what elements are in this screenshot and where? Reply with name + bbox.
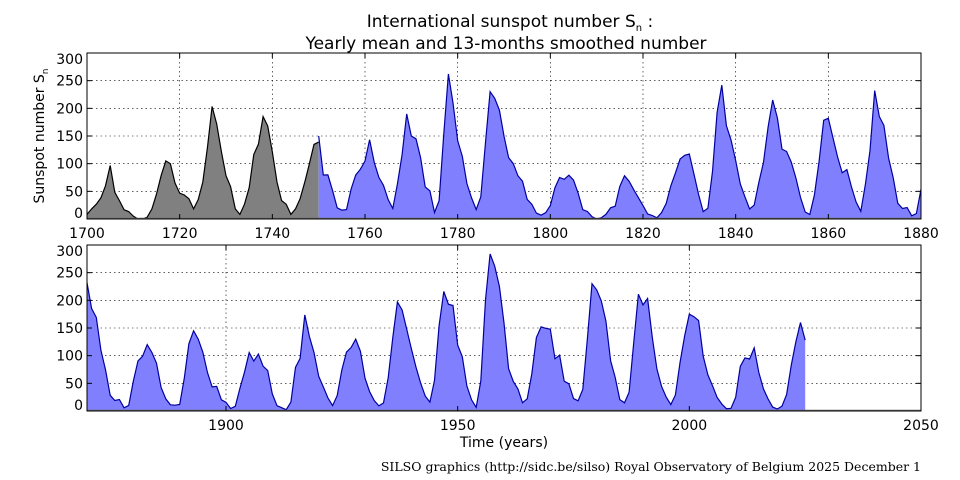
y-tick-label: 200 (56, 101, 83, 117)
y-tick-label: 100 (56, 349, 83, 365)
x-tick-label: 1840 (718, 226, 754, 242)
y-axis-label: Sunspot number Sn (32, 68, 51, 203)
y-tick-label: 200 (56, 293, 83, 309)
footer-credit: SILSO graphics (http://sidc.be/silso) Ro… (381, 459, 921, 474)
x-tick-label: 1760 (347, 226, 383, 242)
x-tick-label: 1800 (533, 226, 569, 242)
x-tick-label: 1880 (903, 226, 939, 242)
y-tick-label: 50 (65, 376, 83, 392)
series-area-yearly (87, 106, 319, 219)
x-tick-label: 2050 (903, 418, 939, 434)
y-tick-label: 300 (56, 52, 83, 68)
series-area-smoothed (318, 74, 921, 219)
chart-title-line1: International sunspot number Sn : (367, 12, 653, 34)
y-tick-label: 250 (56, 266, 83, 282)
x-tick-label: 1700 (69, 226, 105, 242)
x-tick-label: 1860 (811, 226, 847, 242)
y-tick-label: 0 (74, 206, 83, 222)
series-line-smoothed (87, 253, 806, 411)
x-tick-label: 1900 (208, 418, 244, 434)
y-tick-label: 300 (56, 244, 83, 260)
x-tick-label: 1780 (440, 226, 476, 242)
x-tick-label: 1820 (625, 226, 661, 242)
x-tick-label: 1720 (162, 226, 198, 242)
series-area-smoothed (87, 253, 806, 411)
x-tick-label: 1740 (255, 226, 291, 242)
y-tick-label: 150 (56, 321, 83, 337)
y-tick-label: 0 (74, 398, 83, 414)
x-axis-label: Time (years) (459, 435, 548, 451)
y-tick-label: 100 (56, 157, 83, 173)
y-tick-label: 250 (56, 74, 83, 90)
series-line-yearly (87, 106, 319, 219)
panel-2: 1900 1950 2000 2050 0 50 100 150 200 250 300 (56, 244, 939, 434)
y-tick-label: 50 (65, 184, 83, 200)
x-tick-label: 2000 (672, 418, 708, 434)
chart-title-line2: Yearly mean and 13-months smoothed numbe… (304, 34, 706, 54)
x-tick-label: 1950 (440, 418, 476, 434)
panel-1: 1700 1720 1740 1760 1780 1800 1820 1840 1860 1880… (56, 52, 939, 242)
series-line-smoothed (318, 73, 921, 219)
title-subscript: n (636, 23, 642, 34)
y-tick-label: 150 (56, 129, 83, 145)
ylabel-subscript: n (41, 68, 51, 74)
